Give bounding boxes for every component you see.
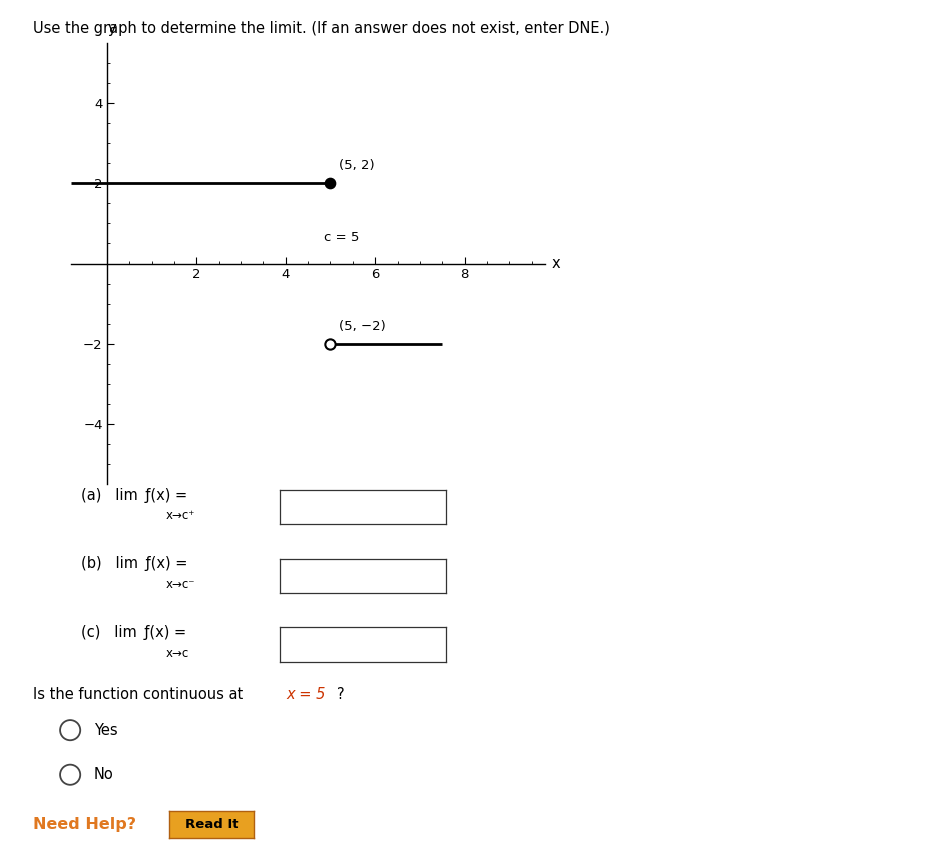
Text: x→c: x→c	[166, 646, 190, 660]
Circle shape	[60, 764, 81, 785]
Text: Use the graph to determine the limit. (If an answer does not exist, enter DNE.): Use the graph to determine the limit. (I…	[33, 21, 611, 37]
Text: x→c⁺: x→c⁺	[166, 509, 195, 523]
Text: (b)   lim  ƒ(x) =: (b) lim ƒ(x) =	[81, 556, 187, 572]
Text: (a)   lim  ƒ(x) =: (a) lim ƒ(x) =	[81, 488, 187, 503]
Text: (5, 2): (5, 2)	[338, 159, 374, 172]
Text: ?: ?	[337, 686, 345, 702]
Text: (5, −2): (5, −2)	[338, 320, 385, 333]
Text: y: y	[108, 21, 117, 36]
Text: Read It: Read It	[185, 818, 238, 831]
Text: x→c⁻: x→c⁻	[166, 578, 195, 591]
Text: Is the function continuous at: Is the function continuous at	[33, 686, 253, 702]
Text: c = 5: c = 5	[324, 231, 359, 244]
Text: Yes: Yes	[94, 722, 118, 738]
Text: Need Help?: Need Help?	[33, 817, 137, 832]
Circle shape	[60, 720, 81, 740]
Text: x: x	[552, 256, 560, 271]
Text: No: No	[94, 767, 114, 782]
Point	[323, 177, 338, 190]
Text: (c)   lim  ƒ(x) =: (c) lim ƒ(x) =	[81, 625, 186, 640]
Point	[323, 337, 338, 351]
Text: x = 5: x = 5	[286, 686, 326, 702]
